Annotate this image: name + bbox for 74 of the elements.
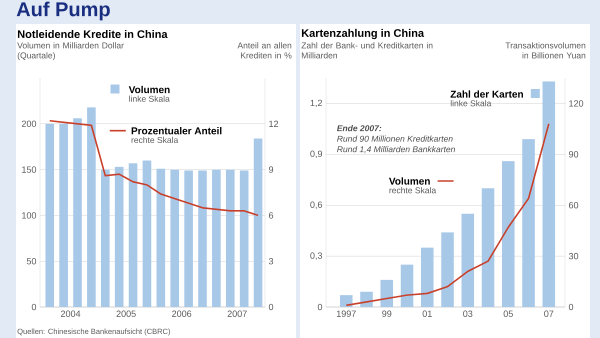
bar [502,161,515,308]
bar [380,280,394,308]
legend-label: Volumen [388,177,430,185]
bar [156,168,166,308]
annotation: rechte Skala [132,136,178,144]
bar [73,118,82,308]
y-tick-label: 0,9 [310,150,322,158]
legend-label: Prozentualer Anteil [132,127,222,134]
y2-tick-label: 6 [268,212,274,219]
y-tick-label: 150 [22,166,36,173]
y2-axis-title: Transaktionsvolumen in Billionen Yuan [506,42,586,58]
bar [128,163,138,308]
y-tick-label: 1,2 [310,100,322,108]
bar [522,139,535,308]
annotation: Ende 2007: [336,125,382,132]
y-tick-label: 100 [22,212,36,219]
bar [240,170,248,308]
annotation: linke Skala [450,100,492,106]
legend-label: Zahl der Karten [450,90,523,98]
chart-title: Kartenzahlung in China [302,28,424,40]
y-tick-label: 0,3 [310,252,322,260]
annotation: linke Skala [129,96,170,102]
x-tick-label: 2006 [172,310,192,317]
annotation: rechte Skala [389,187,436,194]
bar [441,232,454,308]
y2-axis-title: Anteil an allen Krediten in % [237,42,292,58]
bar [462,214,474,308]
bar [212,170,221,308]
bar [420,248,434,308]
y2-tick-label: 9 [268,166,274,173]
bar [542,81,556,308]
bar [226,170,235,308]
bar [45,124,54,308]
y2-tick-label: 60 [568,202,578,208]
bar [170,170,180,308]
bar [340,295,353,308]
bar [198,170,207,308]
x-tick-label: 99 [382,310,392,317]
chart-title: Auf Pump [16,2,110,20]
y-tick-label: 0 [318,304,322,310]
y-tick-label: 0,6 [310,202,322,209]
bar [100,170,110,308]
bar [482,188,494,308]
bar [142,160,152,308]
x-tick-label: 2007 [228,310,247,317]
bar [114,166,124,308]
x-tick-label: 2005 [116,310,136,317]
x-tick-label: 01 [422,310,432,317]
bar [87,107,96,308]
x-tick-label: 2004 [61,310,80,317]
annotation: Rund 1,4 Milliarden Bankkarten [337,146,455,154]
x-tick-label: 03 [463,310,472,317]
bar [184,170,193,308]
x-tick-label: 1997 [336,310,356,317]
y-axis-title: Volumen in Milliarden Dollar (Quartale) [17,42,124,60]
y2-tick-label: 3 [268,258,274,264]
bar [400,264,414,308]
y2-tick-label: 0 [568,304,574,310]
y2-tick-label: 30 [568,252,578,260]
y2-tick-label: 90 [568,151,578,158]
bar [59,124,68,308]
y2-tick-label: 0 [268,304,274,310]
bar [254,138,262,308]
x-tick-label: 07 [544,310,554,317]
annotation: Rund 90 Millionen Kreditkarten [337,136,453,142]
y-tick-label: 50 [26,258,36,264]
y2-tick-label: 12 [269,120,278,127]
y-axis-title: Zahl der Bank- und Kreditkarten in Milliarden [301,42,432,58]
x-tick-label: 05 [504,310,513,317]
y-tick-label: 0 [32,304,36,310]
y2-tick-label: 120 [569,100,584,107]
chart-subtitle: Notleidende Kredite in China [18,30,168,38]
y-tick-label: 200 [22,120,36,127]
legend-label: Volumen [128,86,170,94]
